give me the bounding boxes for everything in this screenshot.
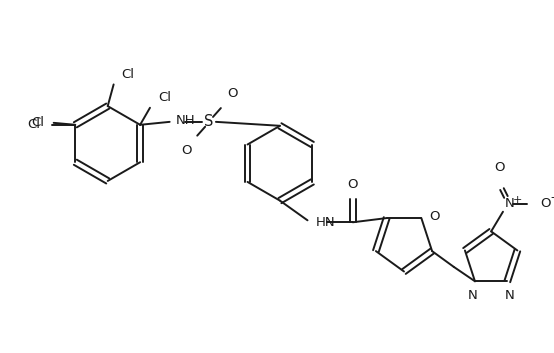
- Text: N: N: [505, 197, 515, 210]
- Text: S: S: [204, 114, 214, 129]
- Text: O: O: [227, 87, 237, 100]
- Text: N: N: [468, 289, 478, 302]
- Text: +: +: [513, 195, 522, 205]
- Text: Cl: Cl: [27, 118, 40, 131]
- Text: -: -: [550, 191, 554, 204]
- Text: Cl: Cl: [121, 67, 135, 80]
- Text: Cl: Cl: [31, 116, 44, 129]
- Text: O: O: [347, 178, 358, 191]
- Text: O: O: [494, 161, 504, 174]
- Text: O: O: [429, 210, 440, 223]
- Text: Cl: Cl: [158, 91, 171, 104]
- Text: O: O: [181, 144, 191, 156]
- Text: HN: HN: [315, 216, 335, 229]
- Text: NH: NH: [176, 114, 195, 127]
- Text: N: N: [505, 289, 514, 302]
- Text: O: O: [540, 197, 551, 210]
